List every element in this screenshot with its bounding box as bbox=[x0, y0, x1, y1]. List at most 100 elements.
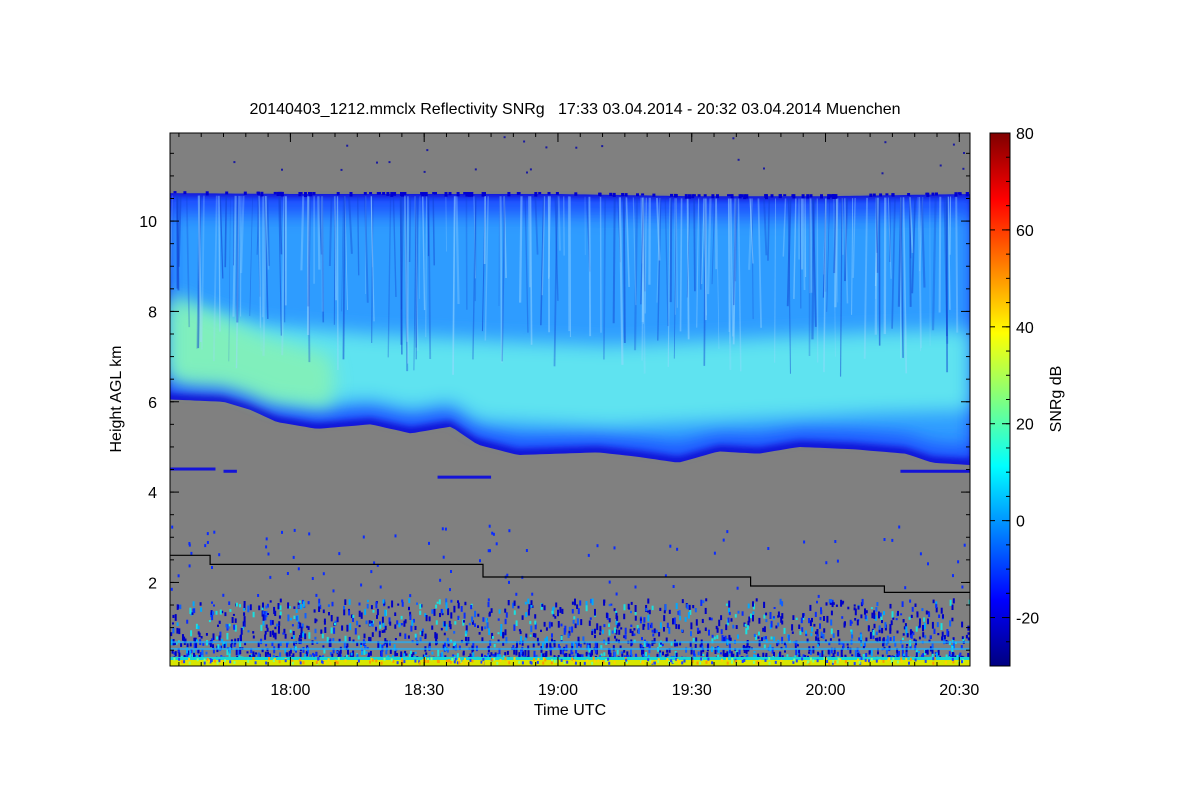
noise-echo bbox=[851, 634, 854, 639]
noise-echo bbox=[623, 613, 626, 620]
noise-echo bbox=[876, 602, 879, 607]
noise-echo bbox=[911, 606, 914, 612]
noise-echo bbox=[901, 601, 904, 607]
noise-echo bbox=[588, 648, 591, 653]
noise-echo bbox=[257, 641, 260, 647]
fall-streak bbox=[414, 196, 417, 348]
fall-streak bbox=[943, 196, 949, 344]
noise-echo bbox=[633, 633, 636, 636]
noise-echo bbox=[933, 628, 936, 634]
noise-echo bbox=[565, 653, 568, 659]
noise-echo bbox=[278, 615, 281, 619]
noise-echo bbox=[370, 570, 373, 574]
noise-echo bbox=[786, 654, 789, 657]
noise-echo bbox=[915, 652, 918, 658]
surface-clutter-dot bbox=[451, 658, 454, 661]
fall-streak bbox=[911, 197, 916, 294]
fall-streak bbox=[793, 198, 797, 299]
noise-echo bbox=[343, 609, 346, 616]
noise-echo bbox=[832, 653, 835, 659]
surface-clutter-dot bbox=[414, 659, 417, 663]
noise-echo bbox=[701, 644, 704, 651]
noise-echo bbox=[252, 651, 255, 655]
noise-echo bbox=[901, 649, 904, 657]
fall-streak bbox=[675, 198, 678, 308]
surface-clutter-dot bbox=[456, 661, 459, 665]
surface-clutter-dot bbox=[449, 660, 452, 664]
noise-echo bbox=[962, 167, 965, 170]
noise-echo bbox=[360, 583, 363, 587]
noise-echo bbox=[188, 542, 191, 545]
noise-echo bbox=[820, 607, 822, 612]
noise-echo bbox=[952, 143, 955, 146]
noise-echo bbox=[916, 611, 919, 615]
noise-echo bbox=[686, 603, 689, 610]
y-axis-label: Height AGL km bbox=[108, 345, 125, 452]
noise-echo bbox=[951, 639, 954, 643]
noise-echo bbox=[853, 607, 856, 611]
surface-clutter-dot bbox=[329, 661, 332, 665]
surface-clutter-dot bbox=[209, 658, 212, 662]
noise-echo bbox=[918, 621, 921, 628]
cloud-top-fringe bbox=[652, 193, 656, 197]
fall-streak bbox=[852, 198, 856, 278]
noise-echo bbox=[643, 617, 646, 623]
noise-echo bbox=[913, 638, 916, 642]
noise-echo bbox=[596, 642, 599, 649]
noise-echo bbox=[816, 644, 819, 648]
noise-echo bbox=[504, 652, 507, 656]
noise-echo bbox=[824, 639, 827, 642]
noise-echo bbox=[939, 164, 942, 167]
noise-echo bbox=[217, 624, 219, 627]
noise-echo bbox=[628, 607, 631, 610]
noise-echo bbox=[278, 625, 280, 630]
noise-echo bbox=[881, 627, 884, 634]
noise-echo bbox=[892, 617, 895, 620]
noise-echo bbox=[611, 630, 614, 634]
x-axis-label: Time UTC bbox=[534, 702, 606, 719]
noise-echo bbox=[832, 602, 835, 605]
noise-echo bbox=[591, 629, 594, 633]
noise-echo bbox=[497, 618, 500, 621]
noise-echo bbox=[557, 655, 560, 659]
surface-clutter-dot bbox=[327, 658, 330, 662]
noise-echo bbox=[388, 617, 391, 624]
noise-echo bbox=[585, 653, 588, 657]
noise-echo bbox=[577, 640, 580, 647]
fall-streak bbox=[240, 195, 245, 274]
noise-echo bbox=[645, 652, 647, 657]
fall-streak bbox=[387, 196, 392, 358]
noise-echo bbox=[864, 641, 866, 647]
noise-echo bbox=[269, 600, 272, 603]
fall-streak bbox=[673, 198, 677, 359]
noise-echo bbox=[453, 631, 456, 634]
cloud-top-fringe bbox=[931, 192, 935, 196]
noise-echo bbox=[937, 649, 940, 656]
noise-echo bbox=[835, 604, 838, 607]
noise-echo bbox=[599, 625, 602, 632]
noise-echo bbox=[815, 636, 818, 641]
noise-echo bbox=[900, 613, 903, 616]
noise-echo bbox=[615, 638, 618, 642]
noise-echo bbox=[450, 599, 453, 603]
noise-echo bbox=[773, 636, 776, 641]
noise-echo bbox=[896, 630, 899, 634]
noise-echo bbox=[447, 608, 450, 616]
noise-echo bbox=[572, 642, 575, 650]
noise-echo bbox=[262, 602, 264, 610]
noise-echo bbox=[240, 634, 242, 642]
noise-echo bbox=[456, 653, 459, 658]
noise-echo bbox=[293, 528, 296, 532]
noise-echo bbox=[215, 610, 218, 615]
noise-echo bbox=[800, 617, 803, 624]
noise-echo bbox=[440, 627, 443, 631]
cloud-top-fringe bbox=[697, 194, 701, 197]
noise-echo bbox=[618, 629, 621, 635]
noise-echo bbox=[228, 653, 231, 658]
fall-streak bbox=[212, 195, 218, 362]
cloud-top-fringe bbox=[547, 192, 551, 195]
noise-echo bbox=[684, 617, 687, 622]
noise-echo bbox=[792, 615, 795, 620]
noise-echo bbox=[527, 609, 530, 616]
noise-echo bbox=[854, 618, 857, 621]
